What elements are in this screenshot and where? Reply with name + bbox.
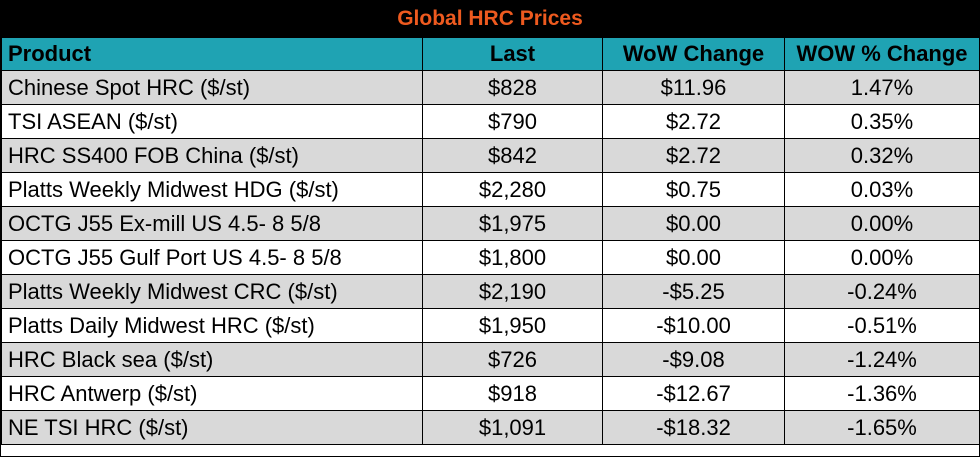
cell-wow-pct-change: -0.24% bbox=[784, 274, 980, 309]
cell-wow-pct-change: -1.65% bbox=[784, 410, 980, 445]
table-row: Platts Daily Midwest HRC ($/st) $1,950 -$1… bbox=[1, 308, 980, 343]
cell-wow-pct-change: -1.36% bbox=[784, 376, 980, 411]
cell-wow-change: $0.00 bbox=[602, 206, 785, 241]
cell-product: Platts Daily Midwest HRC ($/st) bbox=[1, 308, 423, 343]
cell-wow-change: -$9.08 bbox=[602, 342, 785, 377]
cell-last: $1,800 bbox=[422, 240, 603, 275]
cell-last: $2,190 bbox=[422, 274, 603, 309]
table-title: Global HRC Prices bbox=[1, 1, 979, 37]
cell-last: $790 bbox=[422, 104, 603, 139]
cell-product: OCTG J55 Gulf Port US 4.5- 8 5/8 bbox=[1, 240, 423, 275]
table-row: Platts Weekly Midwest CRC ($/st) $2,190 -$… bbox=[1, 274, 980, 309]
cell-last: $828 bbox=[422, 70, 603, 105]
cell-product: Platts Weekly Midwest HDG ($/st) bbox=[1, 172, 423, 207]
table-row: HRC SS400 FOB China ($/st) $842 $2.72 0.32% bbox=[1, 138, 980, 173]
table-row: Chinese Spot HRC ($/st) $828 $11.96 1.47% bbox=[1, 70, 980, 105]
cell-wow-change: $2.72 bbox=[602, 138, 785, 173]
header-wow-change: WoW Change bbox=[602, 37, 785, 71]
cell-wow-change: -$12.67 bbox=[602, 376, 785, 411]
cell-wow-pct-change: 0.03% bbox=[784, 172, 980, 207]
cell-wow-pct-change: 1.47% bbox=[784, 70, 980, 105]
table-row: Platts Weekly Midwest HDG ($/st) $2,280 $0… bbox=[1, 172, 980, 207]
cell-product: NE TSI HRC ($/st) bbox=[1, 410, 423, 445]
cell-wow-change: $0.75 bbox=[602, 172, 785, 207]
cell-last: $1,950 bbox=[422, 308, 603, 343]
cell-wow-pct-change: -1.24% bbox=[784, 342, 980, 377]
cell-last: $1,091 bbox=[422, 410, 603, 445]
cell-wow-change: $11.96 bbox=[602, 70, 785, 105]
cell-wow-change: -$10.00 bbox=[602, 308, 785, 343]
table-row: HRC Black sea ($/st) $726 -$9.08 -1.24% bbox=[1, 342, 980, 377]
cell-product: HRC SS400 FOB China ($/st) bbox=[1, 138, 423, 173]
cell-wow-change: $0.00 bbox=[602, 240, 785, 275]
table-row: OCTG J55 Ex-mill US 4.5- 8 5/8 $1,975 $0.0… bbox=[1, 206, 980, 241]
table-row: TSI ASEAN ($/st) $790 $2.72 0.35% bbox=[1, 104, 980, 139]
price-grid: Product Last WoW Change WOW % Change Chi… bbox=[1, 37, 980, 445]
header-wow-pct-change: WOW % Change bbox=[784, 37, 980, 71]
cell-wow-change: $2.72 bbox=[602, 104, 785, 139]
header-product: Product bbox=[1, 37, 423, 71]
cell-last: $2,280 bbox=[422, 172, 603, 207]
cell-last: $918 bbox=[422, 376, 603, 411]
cell-product: Chinese Spot HRC ($/st) bbox=[1, 70, 423, 105]
cell-product: Platts Weekly Midwest CRC ($/st) bbox=[1, 274, 423, 309]
header-last: Last bbox=[422, 37, 603, 71]
cell-last: $1,975 bbox=[422, 206, 603, 241]
cell-product: HRC Antwerp ($/st) bbox=[1, 376, 423, 411]
cell-product: OCTG J55 Ex-mill US 4.5- 8 5/8 bbox=[1, 206, 423, 241]
cell-wow-pct-change: 0.32% bbox=[784, 138, 980, 173]
table-row: NE TSI HRC ($/st) $1,091 -$18.32 -1.65% bbox=[1, 410, 980, 445]
cell-wow-change: -$18.32 bbox=[602, 410, 785, 445]
cell-wow-change: -$5.25 bbox=[602, 274, 785, 309]
table-row: OCTG J55 Gulf Port US 4.5- 8 5/8 $1,800 $0… bbox=[1, 240, 980, 275]
cell-last: $726 bbox=[422, 342, 603, 377]
cell-last: $842 bbox=[422, 138, 603, 173]
cell-product: HRC Black sea ($/st) bbox=[1, 342, 423, 377]
header-row: Product Last WoW Change WOW % Change bbox=[1, 37, 980, 71]
table-row: HRC Antwerp ($/st) $918 -$12.67 -1.36% bbox=[1, 376, 980, 411]
cell-wow-pct-change: -0.51% bbox=[784, 308, 980, 343]
cell-product: TSI ASEAN ($/st) bbox=[1, 104, 423, 139]
cell-wow-pct-change: 0.00% bbox=[784, 240, 980, 275]
cell-wow-pct-change: 0.35% bbox=[784, 104, 980, 139]
cell-wow-pct-change: 0.00% bbox=[784, 206, 980, 241]
